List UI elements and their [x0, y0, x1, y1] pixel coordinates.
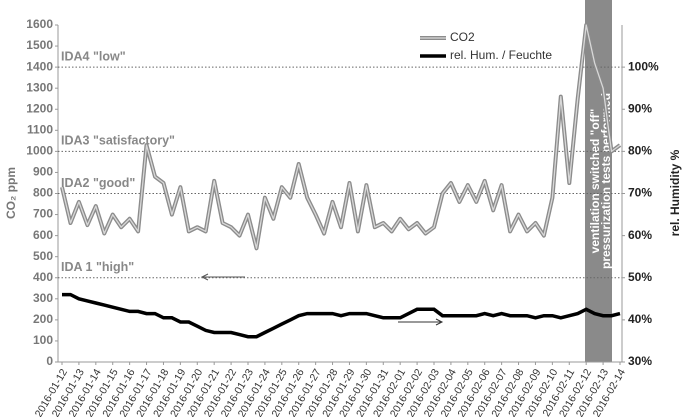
y-tick-label: 1400	[26, 59, 53, 73]
y-tick-label: 1100	[27, 122, 53, 136]
reference-label: IDA3 "satisfactory"	[61, 134, 175, 148]
y-tick-label: 1500	[26, 38, 53, 52]
y2-tick-label: 80%	[628, 144, 652, 158]
annotation: ventilation switched "off"	[588, 109, 602, 254]
legend-label: CO2	[450, 30, 475, 44]
y-tick-label: 800	[33, 186, 53, 200]
y-tick-label: 900	[33, 165, 53, 179]
legend-label: rel. Hum. / Feuchte	[450, 48, 552, 62]
y-tick-label: 1200	[26, 101, 53, 115]
y2-tick-label: 60%	[628, 228, 652, 242]
arrow-head	[200, 273, 209, 281]
y2-tick-label: 70%	[628, 186, 652, 200]
y2-tick-label: 40%	[628, 312, 652, 326]
y-tick-label: 400	[33, 270, 53, 284]
reference-label: IDA4 "low"	[61, 49, 126, 63]
arrow-head	[435, 318, 444, 326]
y-tick-label: 300	[33, 291, 53, 305]
y2-tick-label: 90%	[628, 101, 652, 115]
reference-label: IDA 1 "high"	[61, 260, 134, 274]
co2-line-inner	[61, 24, 621, 249]
y-tick-label: 200	[33, 312, 53, 326]
y2-tick-label: 30%	[628, 354, 652, 368]
y-tick-label: 500	[33, 249, 53, 263]
humidity-line	[62, 292, 621, 339]
y2-tick-label: 50%	[628, 270, 652, 284]
y-tick-label: 600	[33, 228, 53, 242]
y-tick-label: 100	[33, 333, 53, 347]
shaded-period	[585, 0, 612, 362]
y2-tick-label: 100%	[628, 59, 659, 73]
y2-axis-title: rel. Humidity %	[668, 149, 682, 236]
y-tick-label: 700	[33, 207, 53, 221]
reference-label: IDA2 "good"	[61, 176, 135, 190]
y-tick-label: 1300	[26, 80, 53, 94]
y-tick-label: 0	[46, 354, 53, 368]
y-axis-title: CO₂ ppm	[4, 167, 18, 219]
y-tick-label: 1600	[26, 17, 53, 31]
y-tick-label: 1000	[26, 144, 53, 158]
